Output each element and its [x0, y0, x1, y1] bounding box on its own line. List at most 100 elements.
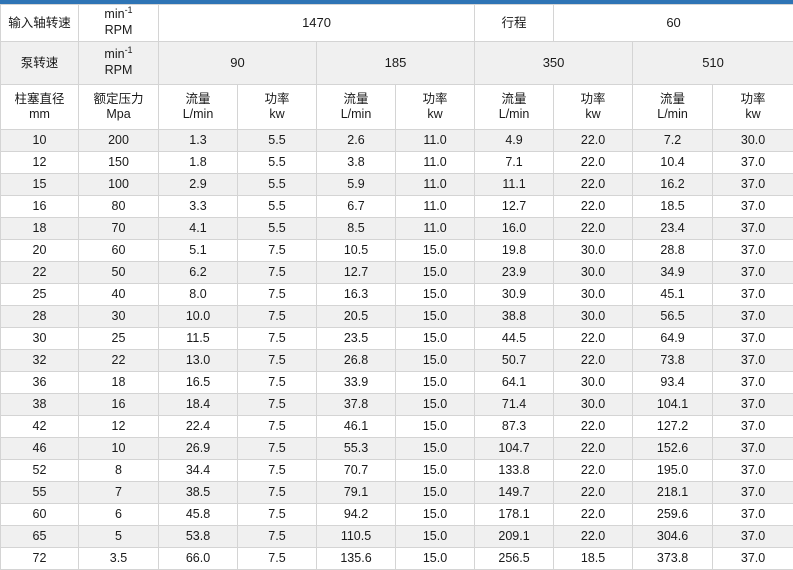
cell-r11-c4: 7.5: [238, 350, 317, 372]
cell-r2-c6: 11.0: [396, 152, 475, 174]
cell-r6-c1: 20: [1, 240, 79, 262]
cell-r2-c8: 22.0: [554, 152, 633, 174]
cell-r17-c6: 15.0: [396, 482, 475, 504]
cell-r19-c2: 5: [79, 526, 159, 548]
pump-speed-90: 90: [159, 42, 317, 85]
cell-r19-c1: 65: [1, 526, 79, 548]
cell-r15-c8: 22.0: [554, 438, 633, 460]
cell-r8-c10: 37.0: [713, 284, 793, 306]
input-shaft-speed-unit: min-1 RPM: [79, 5, 159, 42]
cell-r5-c7: 16.0: [475, 218, 554, 240]
cell-r1-c4: 5.5: [238, 130, 317, 152]
cell-r3-c8: 22.0: [554, 174, 633, 196]
pump-specification-table: 输入轴转速 min-1 RPM 1470 行程 60 泵转速 min-1 RPM…: [0, 4, 793, 570]
stroke-value: 60: [554, 5, 793, 42]
cell-r4-c4: 5.5: [238, 196, 317, 218]
cell-r16-c9: 195.0: [633, 460, 713, 482]
cell-r19-c4: 7.5: [238, 526, 317, 548]
column-header-rated-pressure: 额定压力 Mpa: [79, 85, 159, 130]
cell-r3-c4: 5.5: [238, 174, 317, 196]
cell-r18-c5: 94.2: [317, 504, 396, 526]
column-header-power-350: 功率 kw: [554, 85, 633, 130]
cell-r13-c7: 71.4: [475, 394, 554, 416]
cell-r1-c8: 22.0: [554, 130, 633, 152]
cell-r3-c6: 11.0: [396, 174, 475, 196]
cell-r16-c6: 15.0: [396, 460, 475, 482]
pump-speed-350: 350: [475, 42, 633, 85]
cell-r12-c6: 15.0: [396, 372, 475, 394]
input-shaft-speed-label: 输入轴转速: [1, 5, 79, 42]
cell-r13-c2: 16: [79, 394, 159, 416]
cell-r12-c8: 30.0: [554, 372, 633, 394]
cell-r18-c7: 178.1: [475, 504, 554, 526]
pump-speed-185: 185: [317, 42, 475, 85]
stroke-label: 行程: [475, 5, 554, 42]
cell-r6-c8: 30.0: [554, 240, 633, 262]
unit-rpm: RPM: [81, 23, 156, 39]
column-header-flow-90: 流量 L/min: [159, 85, 238, 130]
cell-r14-c10: 37.0: [713, 416, 793, 438]
cell-r7-c8: 30.0: [554, 262, 633, 284]
cell-r16-c3: 34.4: [159, 460, 238, 482]
cell-r4-c1: 16: [1, 196, 79, 218]
cell-r20-c8: 18.5: [554, 548, 633, 570]
cell-r1-c5: 2.6: [317, 130, 396, 152]
cell-r13-c1: 38: [1, 394, 79, 416]
column-header-flow-350: 流量 L/min: [475, 85, 554, 130]
cell-r2-c3: 1.8: [159, 152, 238, 174]
cell-r13-c10: 37.0: [713, 394, 793, 416]
cell-r12-c9: 93.4: [633, 372, 713, 394]
cell-r14-c5: 46.1: [317, 416, 396, 438]
cell-r16-c2: 8: [79, 460, 159, 482]
column-header-row: 柱塞直径 mm 额定压力 Mpa 流量 L/min 功率 kw 流量 L/min…: [1, 85, 793, 130]
cell-r18-c3: 45.8: [159, 504, 238, 526]
cell-r11-c5: 26.8: [317, 350, 396, 372]
cell-r4-c6: 11.0: [396, 196, 475, 218]
pump-speed-label: 泵转速: [1, 42, 79, 85]
input-shaft-speed-value: 1470: [159, 5, 475, 42]
cell-r5-c8: 22.0: [554, 218, 633, 240]
cell-r18-c9: 259.6: [633, 504, 713, 526]
cell-r15-c4: 7.5: [238, 438, 317, 460]
cell-r1-c3: 1.3: [159, 130, 238, 152]
cell-r11-c10: 37.0: [713, 350, 793, 372]
cell-r9-c1: 28: [1, 306, 79, 328]
cell-r14-c6: 15.0: [396, 416, 475, 438]
cell-r8-c3: 8.0: [159, 284, 238, 306]
cell-r9-c10: 37.0: [713, 306, 793, 328]
cell-r7-c4: 7.5: [238, 262, 317, 284]
cell-r1-c2: 200: [79, 130, 159, 152]
cell-r15-c6: 15.0: [396, 438, 475, 460]
cell-r13-c6: 15.0: [396, 394, 475, 416]
cell-r17-c2: 7: [79, 482, 159, 504]
pump-speed-row: 泵转速 min-1 RPM 90 185 350 510: [1, 42, 793, 85]
cell-r3-c3: 2.9: [159, 174, 238, 196]
cell-r7-c2: 50: [79, 262, 159, 284]
cell-r6-c2: 60: [79, 240, 159, 262]
cell-r12-c3: 16.5: [159, 372, 238, 394]
cell-r10-c8: 22.0: [554, 328, 633, 350]
cell-r15-c5: 55.3: [317, 438, 396, 460]
cell-r9-c2: 30: [79, 306, 159, 328]
cell-r5-c10: 37.0: [713, 218, 793, 240]
cell-r15-c3: 26.9: [159, 438, 238, 460]
cell-r13-c3: 18.4: [159, 394, 238, 416]
cell-r17-c8: 22.0: [554, 482, 633, 504]
cell-r9-c5: 20.5: [317, 306, 396, 328]
cell-r17-c7: 149.7: [475, 482, 554, 504]
cell-r8-c6: 15.0: [396, 284, 475, 306]
cell-r16-c7: 133.8: [475, 460, 554, 482]
cell-r13-c9: 104.1: [633, 394, 713, 416]
cell-r6-c7: 19.8: [475, 240, 554, 262]
cell-r19-c5: 110.5: [317, 526, 396, 548]
cell-r18-c1: 60: [1, 504, 79, 526]
cell-r2-c2: 150: [79, 152, 159, 174]
column-header-flow-185: 流量 L/min: [317, 85, 396, 130]
cell-r19-c8: 22.0: [554, 526, 633, 548]
cell-r20-c9: 373.8: [633, 548, 713, 570]
